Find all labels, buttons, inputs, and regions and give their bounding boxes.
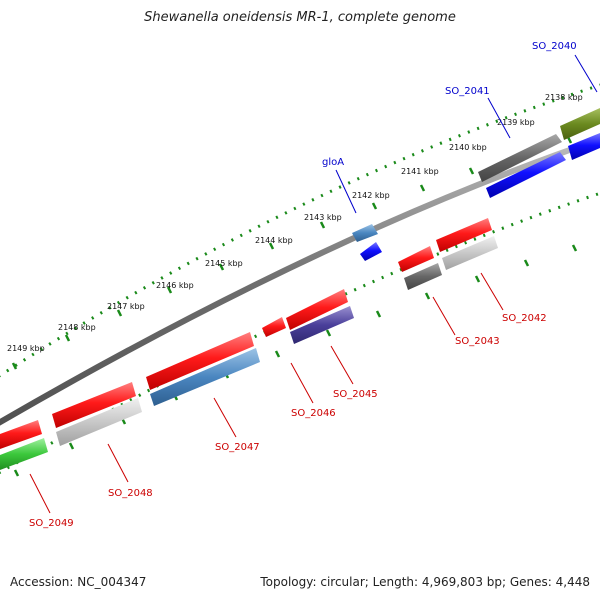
inner-major-ticks <box>13 244 578 477</box>
gene-gloa-a <box>352 224 378 242</box>
scale-label: 2145 kbp <box>205 259 243 268</box>
genome-backbone <box>0 136 600 426</box>
scale-label: 2147 kbp <box>107 302 145 311</box>
scale-label: 2146 kbp <box>156 281 194 290</box>
reverse-genes <box>0 218 498 470</box>
gene-so2047 <box>146 332 254 390</box>
gene-so2046 <box>262 317 286 337</box>
scale-labels: 2138 kbp 2139 kbp 2140 kbp 2141 kbp 2142… <box>7 93 583 353</box>
gene-labels-forward: SO_2040 SO_2041 gloA <box>322 41 577 168</box>
gene-so2048-b <box>56 398 142 446</box>
map-title: Shewanella oneidensis MR-1, complete gen… <box>144 10 456 25</box>
scale-label: 2139 kbp <box>497 118 535 127</box>
scale-label: 2144 kbp <box>255 236 293 245</box>
gene-gloa-b <box>360 242 382 261</box>
gene-label: SO_2046 <box>291 408 336 419</box>
leader-lines-reverse <box>29 272 504 514</box>
gene-label: SO_2040 <box>532 41 577 52</box>
gene-so2043-b <box>404 263 442 290</box>
topology-text: Topology: circular; Length: 4,969,803 bp… <box>260 575 590 589</box>
gene-so2047-b <box>150 348 260 406</box>
gene-so2040 <box>560 108 600 140</box>
gene-so2049 <box>0 420 42 449</box>
gene-label: SO_2041 <box>445 86 490 97</box>
gene-labels-reverse: SO_2042 SO_2043 SO_2045 SO_2046 SO_2047 … <box>29 313 547 529</box>
gene-so2042-b <box>442 236 498 270</box>
gene-so2049-b <box>0 438 48 470</box>
forward-genes <box>352 108 600 261</box>
scale-label: 2149 kbp <box>7 344 45 353</box>
gene-so2041-gray <box>478 134 562 182</box>
gene-label: SO_2047 <box>215 442 260 453</box>
scale-label: 2142 kbp <box>352 191 390 200</box>
gene-label: gloA <box>322 157 344 168</box>
scale-label: 2140 kbp <box>449 143 487 152</box>
gene-so2042 <box>436 218 492 252</box>
leader-lines-forward <box>335 54 598 214</box>
accession-text: Accession: NC_004347 <box>10 575 147 589</box>
scale-label: 2138 kbp <box>545 93 583 102</box>
scale-label: 2148 kbp <box>58 323 96 332</box>
gene-so2040-b <box>568 133 600 160</box>
gene-so2048 <box>52 382 136 428</box>
scale-label: 2143 kbp <box>304 213 342 222</box>
scale-label: 2141 kbp <box>401 167 439 176</box>
gene-label: SO_2045 <box>333 389 378 400</box>
gene-label: SO_2043 <box>455 336 500 347</box>
gene-so2041 <box>486 152 566 198</box>
gene-so2043 <box>398 246 434 272</box>
gene-so2045 <box>286 289 348 330</box>
gene-label: SO_2049 <box>29 518 74 529</box>
gene-so2045-b <box>290 306 354 344</box>
gene-label: SO_2042 <box>502 313 547 324</box>
gene-label: SO_2048 <box>108 488 153 499</box>
